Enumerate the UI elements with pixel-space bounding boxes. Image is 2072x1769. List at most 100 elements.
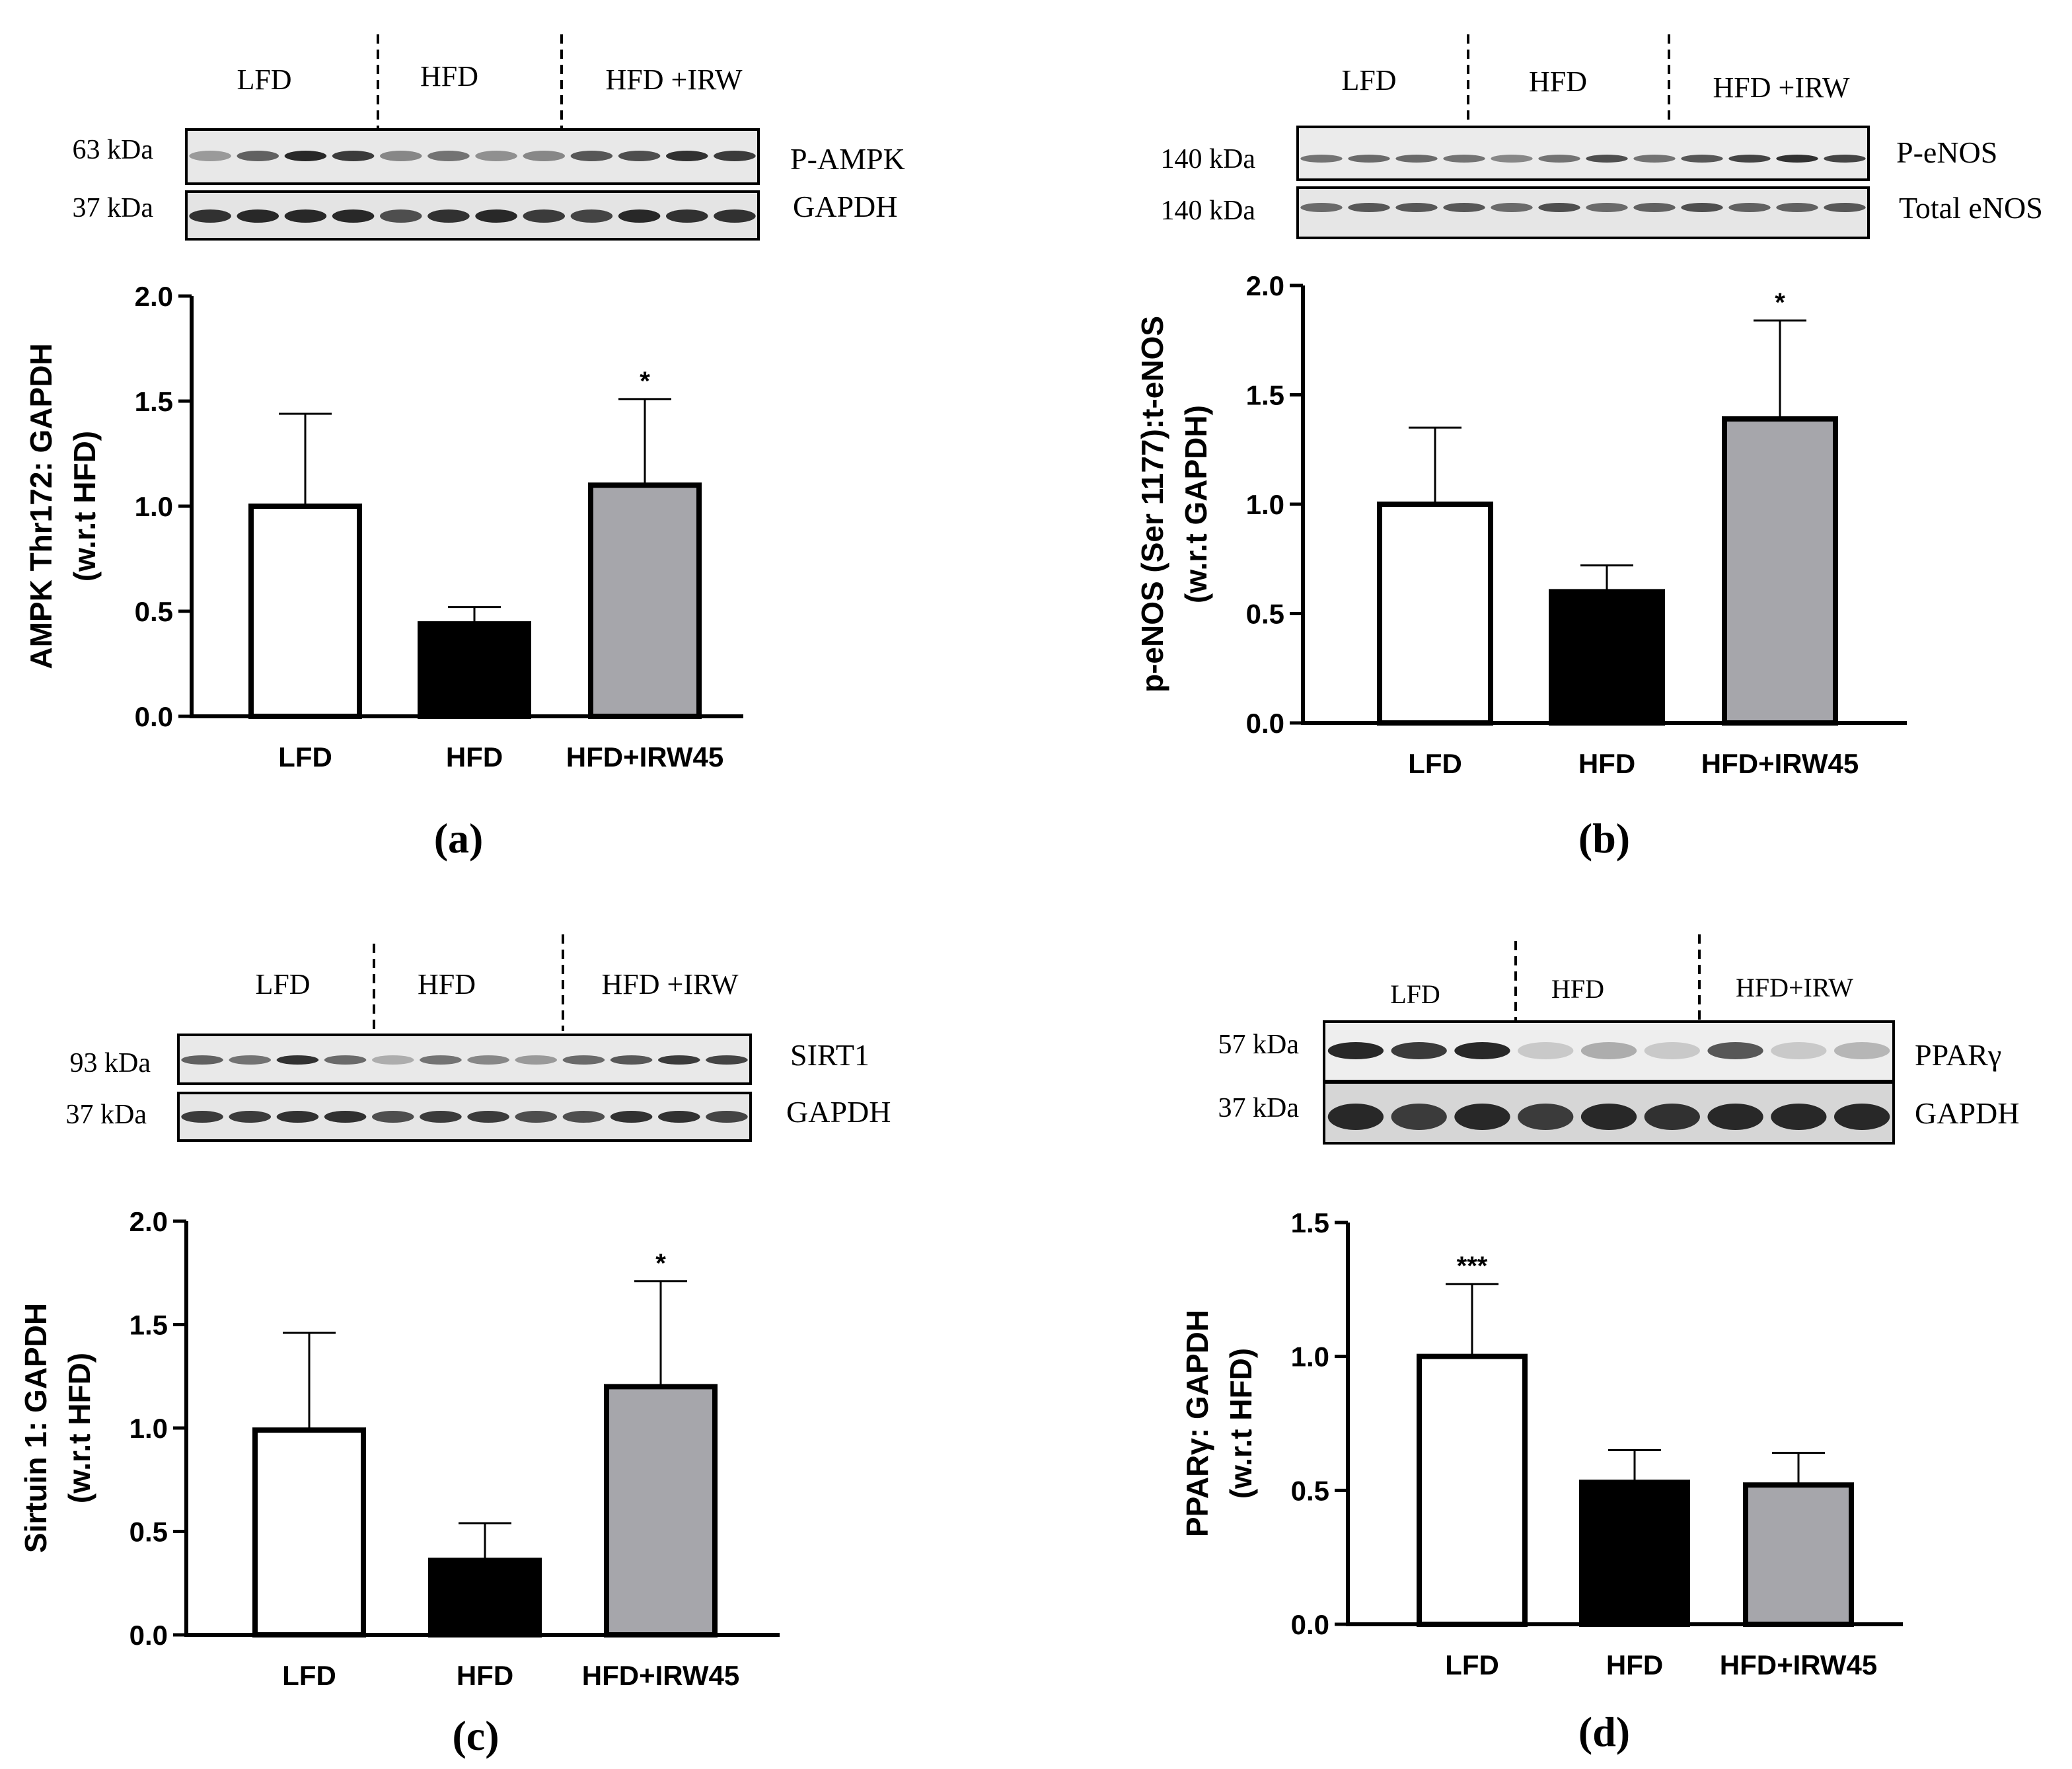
blot-weight-label: 140 kDa: [1161, 144, 1256, 174]
blot-weight-label: 140 kDa: [1161, 196, 1256, 226]
x-tick-label: HFD: [446, 741, 503, 772]
x-tick-label: HFD+IRW45: [566, 741, 723, 772]
bar: [252, 1427, 366, 1637]
blot-band: [1327, 1042, 1384, 1059]
blot-protein-label: PPARγ: [1915, 1038, 2001, 1072]
blot-band: [618, 209, 661, 223]
blot-band: [1633, 155, 1676, 163]
blot-band: [665, 209, 708, 223]
blot-protein-label: P-AMPK: [790, 142, 905, 176]
blot-band: [706, 1055, 748, 1065]
blot-band: [1707, 1104, 1763, 1130]
blot-band: [665, 151, 708, 161]
y-tick-label: 2.0: [1246, 270, 1284, 301]
blot-band: [1300, 203, 1343, 212]
blot-strip: [177, 1092, 752, 1142]
blot-c: LFD HFD HFD +IRW 93 kDa 37 kDa SIRT1 GAP…: [66, 934, 891, 1142]
blot-band: [420, 1055, 462, 1065]
blot-band: [1728, 155, 1771, 163]
y-tick-label: 0.0: [1291, 1609, 1329, 1640]
y-tick-label: 0.0: [135, 701, 173, 732]
blot-band: [515, 1055, 558, 1065]
y-axis-label: (w.r.t HFD): [62, 1353, 96, 1503]
blot-band: [276, 1055, 319, 1065]
y-tick-label: 1.0: [1246, 489, 1284, 520]
blot-group-irw: HFD +IRW: [602, 968, 739, 1000]
blot-band: [229, 1111, 272, 1123]
blot-b: LFD HFD HFD +IRW 140 kDa 140 kDa P-eNOS …: [1161, 34, 2043, 239]
blot-band: [1586, 203, 1628, 212]
blot-band: [1518, 1042, 1574, 1059]
bar: [588, 482, 702, 719]
blot-band: [714, 209, 756, 223]
blot-band: [523, 209, 566, 223]
blot-group-irw: HFD +IRW: [1713, 71, 1850, 104]
significance-marker: *: [640, 367, 650, 396]
plot-a: 0.0 0.5 1.0 1.5 2.0 AMPK Thr172: GAPDH (w.r.t …: [24, 281, 743, 772]
blot-band: [1644, 1042, 1700, 1059]
x-tick-label: HFD: [1606, 1649, 1663, 1680]
x-tick-label: LFD: [1445, 1649, 1499, 1680]
bar: [1549, 589, 1665, 726]
blot-band: [706, 1111, 748, 1123]
significance-marker: ***: [1457, 1252, 1488, 1281]
y-tick-label: 0.0: [130, 1620, 168, 1651]
blot-protein-label: SIRT1: [790, 1038, 870, 1072]
blot-band: [1633, 203, 1676, 212]
x-tick-label: LFD: [1408, 748, 1462, 779]
blot-strip: [177, 1034, 752, 1085]
bar: [428, 1558, 542, 1638]
blot-band: [610, 1055, 653, 1065]
blot-band: [1443, 155, 1485, 163]
blot-group-hfd: HFD: [418, 968, 476, 1000]
significance-marker: *: [655, 1249, 666, 1278]
blot-protein-label: GAPDH: [786, 1095, 891, 1129]
blot-weight-label: 37 kDa: [1218, 1093, 1300, 1123]
panel-label: (b): [1578, 815, 1630, 862]
blot-group-irw: HFD +IRW: [606, 63, 743, 96]
blot-band: [189, 151, 231, 161]
significance-marker: *: [1775, 288, 1785, 317]
blot-band: [657, 1055, 700, 1065]
blot-band: [1580, 1104, 1637, 1130]
blot-strip: [1296, 186, 1870, 239]
plot-b: 0.0 0.5 1.0 1.5 2.0 p-eNOS (Ser 1177):t-eNOS (…: [1135, 270, 1907, 779]
bar: [1377, 502, 1493, 726]
blot-group-lfd: LFD: [1341, 64, 1396, 96]
y-tick-label: 1.5: [135, 386, 173, 417]
blot-band: [1833, 1104, 1890, 1130]
blot-band: [1348, 155, 1390, 163]
blot-strip: [185, 190, 760, 241]
x-tick-label: LFD: [282, 1660, 336, 1691]
blot-group-lfd: LFD: [1390, 979, 1440, 1009]
blot-band: [1771, 1104, 1827, 1130]
blot-band: [523, 151, 566, 161]
y-axis-label: Sirtuin 1: GAPDH: [18, 1303, 53, 1553]
blot-band: [1327, 1104, 1384, 1130]
blot-band: [1491, 203, 1533, 212]
plot-d: 0.0 0.5 1.0 1.5 PPARγ: GAPDH (w.r.t HFD) *** LF…: [1180, 1207, 1903, 1680]
blot-band: [324, 1055, 367, 1065]
blot-band: [332, 151, 375, 161]
blot-group-lfd: LFD: [237, 63, 291, 96]
blot-band: [229, 1055, 272, 1065]
panel-a: LFD HFD HFD +IRW 63 kDa 37 kDa P-AMPK GA…: [24, 34, 905, 862]
blot-band: [1644, 1104, 1700, 1130]
blot-group-hfd: HFD: [1529, 65, 1587, 98]
panel-label: (c): [452, 1712, 499, 1759]
blot-band: [324, 1111, 367, 1123]
panel-c: LFD HFD HFD +IRW 93 kDa 37 kDa SIRT1 GAP…: [18, 934, 891, 1759]
blot-protein-label: P-eNOS: [1896, 135, 1997, 169]
blot-band: [1391, 1104, 1447, 1130]
y-tick-label: 0.0: [1246, 708, 1284, 739]
y-tick-label: 1.0: [135, 491, 173, 522]
blot-group-hfd: HFD: [420, 60, 478, 93]
y-axis-label: (w.r.t GAPDH): [1179, 405, 1213, 603]
blot-band: [181, 1055, 223, 1065]
blot-group-irw: HFD+IRW: [1736, 973, 1853, 1002]
blot-weight-label: 37 kDa: [66, 1100, 147, 1130]
blot-band: [284, 151, 327, 161]
blot-band: [371, 1111, 414, 1123]
blot-band: [618, 151, 661, 161]
